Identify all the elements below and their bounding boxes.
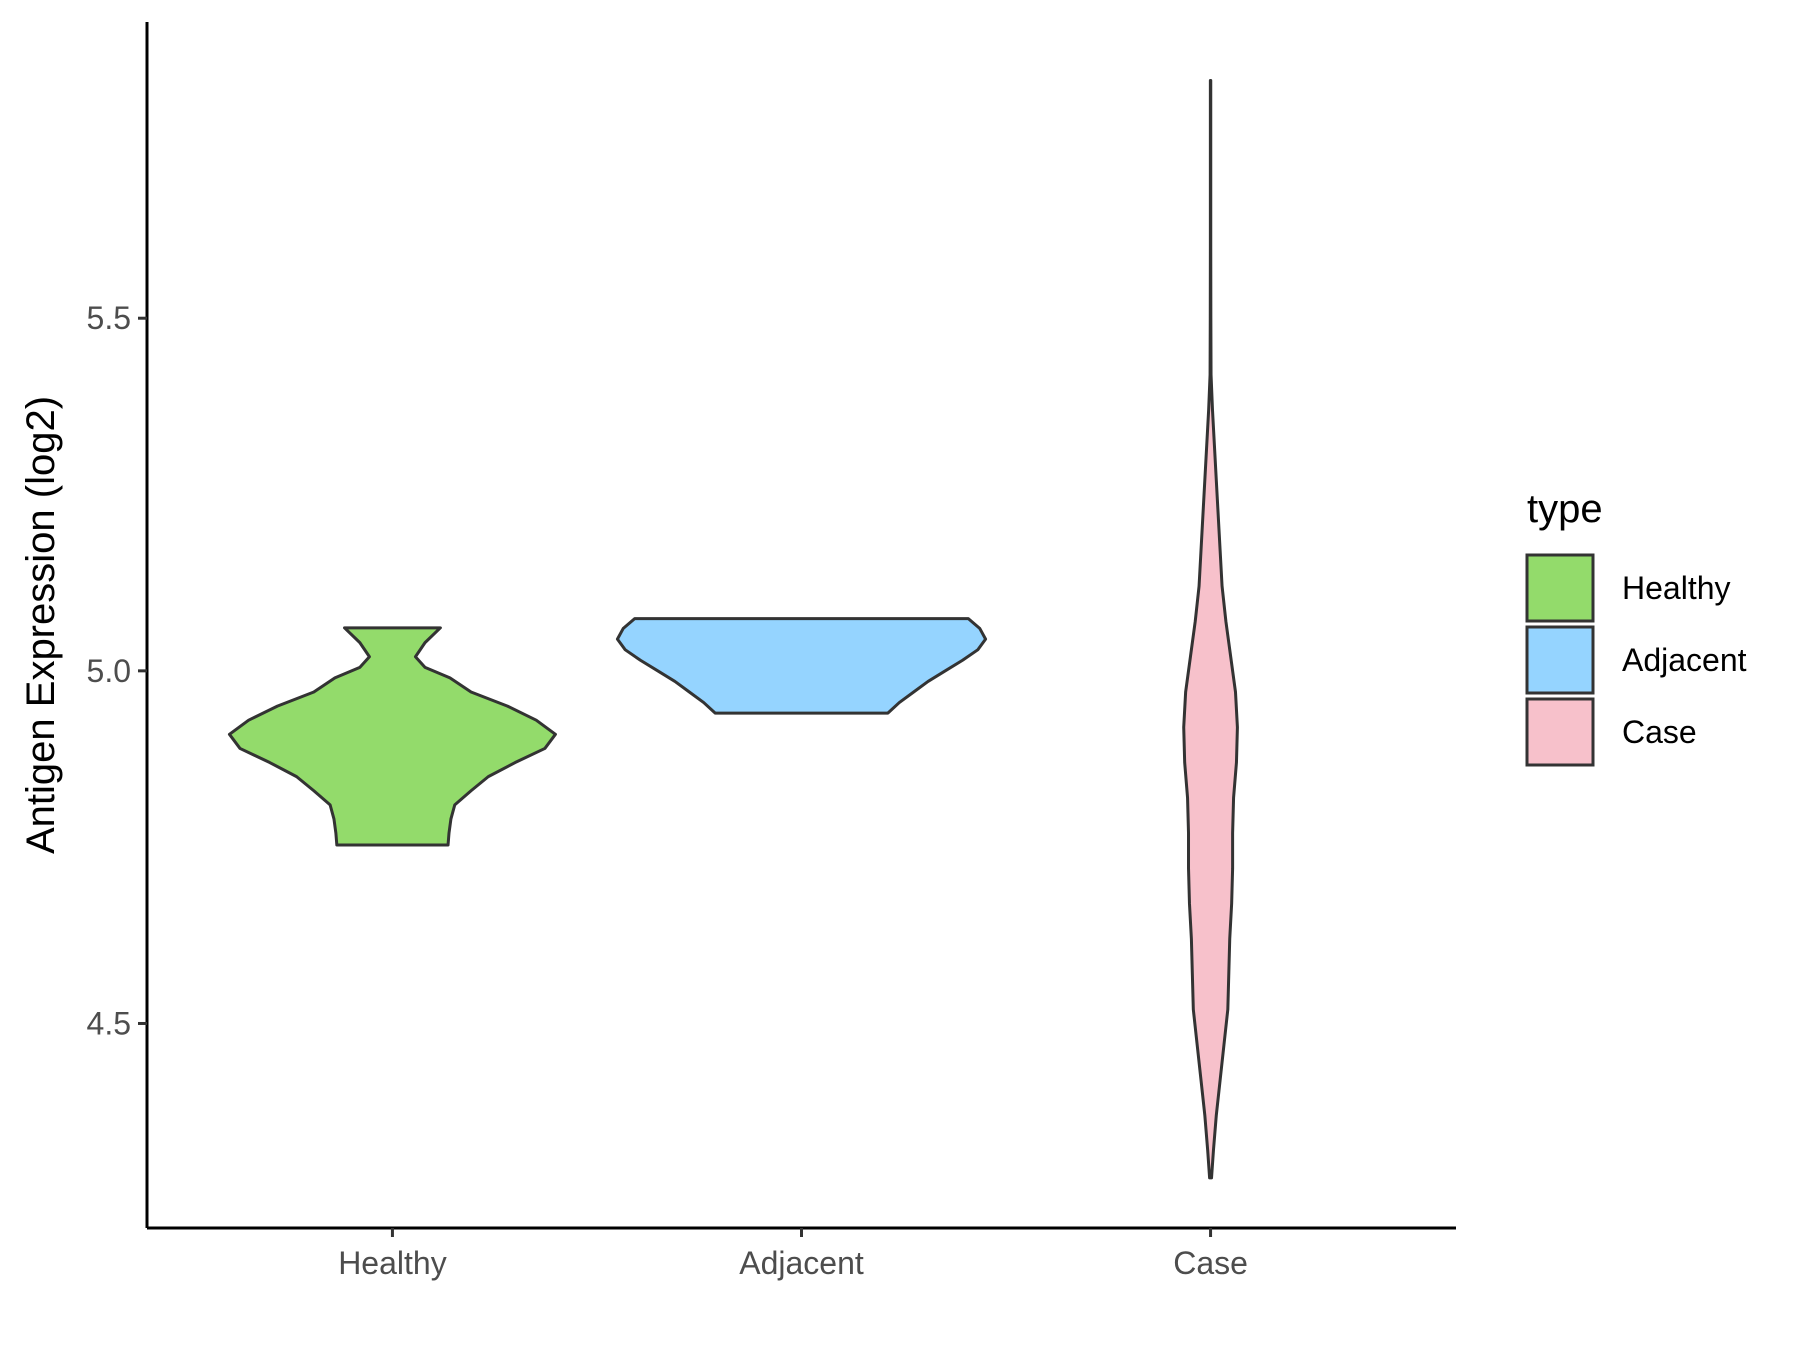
legend-key-case xyxy=(1525,697,1595,767)
legend-title: type xyxy=(1527,487,1603,531)
legend-key-adjacent xyxy=(1525,625,1595,695)
y-tick-label: 5.0 xyxy=(87,653,131,689)
y-axis-ticks: 4.5 5.0 5.5 xyxy=(87,300,147,1041)
legend-key-healthy xyxy=(1525,553,1595,623)
violin-layer xyxy=(227,79,1239,1180)
violin-adjacent xyxy=(615,617,988,715)
y-tick-label: 4.5 xyxy=(87,1005,131,1041)
legend-label-adjacent: Adjacent xyxy=(1622,642,1747,678)
violin-healthy xyxy=(227,626,557,847)
violin-case xyxy=(1182,79,1239,1180)
x-tick-label: Case xyxy=(1173,1245,1248,1281)
x-tick-label: Adjacent xyxy=(739,1245,864,1281)
legend-label-case: Case xyxy=(1622,714,1697,750)
y-axis-title: Antigen Expression (log2) xyxy=(19,396,63,854)
x-axis-ticks: Healthy Adjacent Case xyxy=(338,1228,1248,1281)
legend-label-healthy: Healthy xyxy=(1622,570,1731,606)
legend: type Healthy Adjacent Case xyxy=(1525,487,1747,767)
y-tick-label: 5.5 xyxy=(87,300,131,336)
x-tick-label: Healthy xyxy=(338,1245,447,1281)
